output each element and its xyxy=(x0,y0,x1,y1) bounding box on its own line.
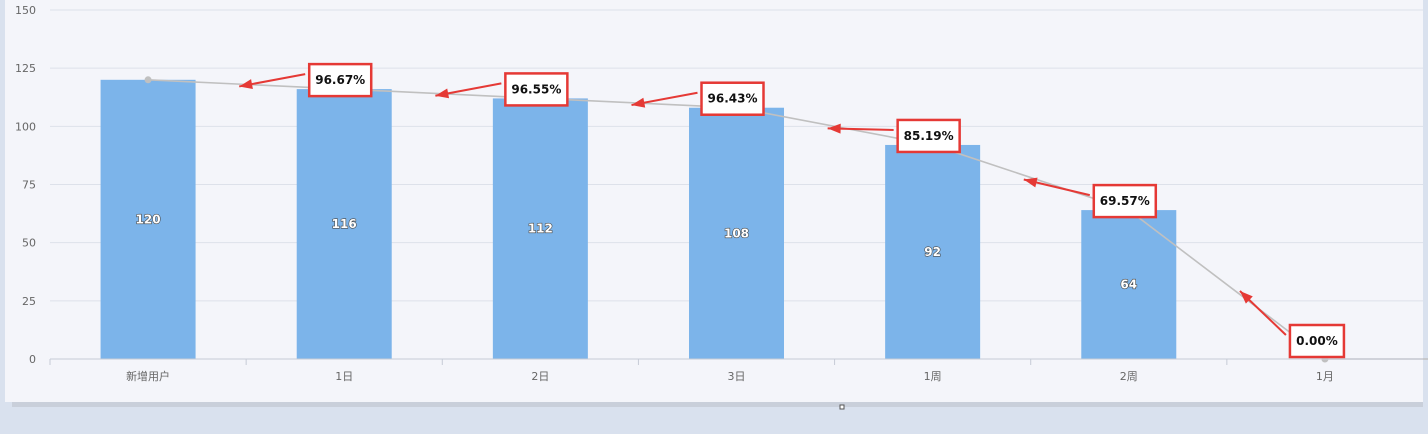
line-point[interactable] xyxy=(144,76,152,84)
chart-bottom-shadow xyxy=(12,402,1423,407)
annotation-box xyxy=(504,72,569,107)
bar[interactable] xyxy=(885,144,981,359)
bar[interactable] xyxy=(296,89,392,360)
rate-annotations: 96.67% 96.55% 96.43% 85.19% 69.57% 0.00% xyxy=(239,62,1346,359)
y-axis-ticks: 0 25 50 75 100 125 150 xyxy=(15,4,36,366)
y-tick-label: 100 xyxy=(15,120,36,133)
y-tick-label: 25 xyxy=(22,295,36,308)
annotation-box xyxy=(896,118,961,154)
x-tick-label: 1月 xyxy=(1316,370,1334,383)
x-tick-label: 新增用户 xyxy=(126,369,170,383)
resize-handle[interactable] xyxy=(839,404,845,410)
annotation-arrow-head xyxy=(631,97,646,108)
bar-data-label: 120 xyxy=(136,212,161,226)
annotation-box xyxy=(700,81,765,116)
x-axis xyxy=(49,358,1423,365)
bar-data-label: 112 xyxy=(528,222,553,236)
y-tick-label: 0 xyxy=(29,353,36,366)
annotation-arrow-head xyxy=(827,123,841,134)
bar-data-labels: 120 116 112 108 92 64 xyxy=(135,212,1138,292)
annotation-arrow-head xyxy=(435,88,450,99)
annotation-arrow-head xyxy=(239,79,253,89)
annotation-label: 69.57% xyxy=(1100,194,1150,208)
annotation-label: 96.43% xyxy=(708,92,758,106)
bar-data-label: 64 xyxy=(1120,278,1137,292)
bars xyxy=(100,79,1177,360)
x-axis-ticks: 新增用户 1日 2日 3日 1周 2周 1月 xyxy=(126,369,1334,383)
annotation-box xyxy=(307,62,373,98)
y-tick-label: 75 xyxy=(22,179,36,192)
y-tick-label: 50 xyxy=(22,237,36,250)
x-tick-label: 1周 xyxy=(924,370,942,383)
annotation-label: 85.19% xyxy=(904,129,954,143)
bar[interactable] xyxy=(100,79,196,360)
x-tick-label: 3日 xyxy=(728,370,746,383)
annotation-box xyxy=(1288,323,1346,359)
annotation-arrow-head xyxy=(1023,177,1038,188)
bar-data-label: 116 xyxy=(332,217,357,231)
x-tick-label: 2日 xyxy=(531,370,549,383)
y-tick-label: 150 xyxy=(15,4,36,17)
y-tick-label: 125 xyxy=(15,62,36,75)
x-tick-label: 1日 xyxy=(335,370,353,383)
bar[interactable] xyxy=(492,98,588,359)
bar-data-label: 92 xyxy=(924,245,941,259)
x-tick-label: 2周 xyxy=(1120,370,1138,383)
bar[interactable] xyxy=(689,107,784,359)
annotation-label: 96.67% xyxy=(315,73,365,87)
bar-data-label: 108 xyxy=(724,226,749,240)
annotation-label: 0.00% xyxy=(1296,334,1338,348)
annotation-arrow-head xyxy=(1239,291,1253,304)
annotation-box xyxy=(1092,183,1158,219)
annotation-label: 96.55% xyxy=(511,82,561,96)
